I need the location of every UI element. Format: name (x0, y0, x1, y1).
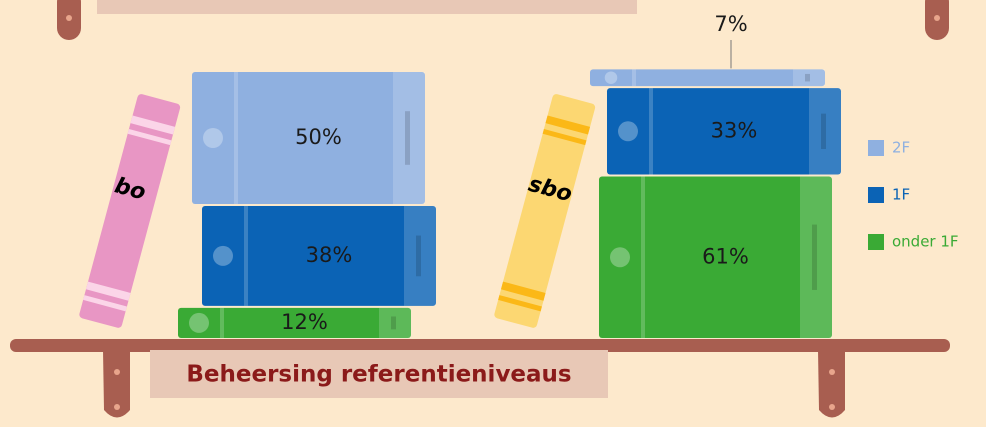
chart-title: Beheersing referentieniveaus (186, 362, 571, 388)
legend-label: 2F (892, 139, 910, 157)
book-mark (391, 316, 396, 330)
book-dot (189, 312, 209, 333)
book-line (649, 88, 653, 175)
book-spine (793, 69, 825, 87)
legend-swatch (868, 187, 884, 203)
stripe (498, 295, 542, 312)
leaning-book (494, 94, 596, 328)
legend-swatch (868, 234, 884, 250)
leaning-book (79, 94, 181, 328)
legend-label: 1F (892, 186, 910, 204)
screw (934, 15, 940, 21)
book-mark (405, 111, 410, 165)
value-label: 33% (711, 118, 758, 142)
book-dot (203, 128, 223, 148)
book-mark (416, 235, 421, 277)
book (178, 307, 411, 338)
book (202, 206, 436, 306)
book-spine (379, 307, 411, 338)
screw (829, 404, 835, 410)
book-line (244, 206, 248, 306)
book-line (632, 69, 636, 87)
bracket (818, 350, 845, 418)
value-label: 7% (714, 12, 747, 36)
screw (829, 369, 835, 375)
screw (66, 15, 72, 21)
book-mark (821, 113, 826, 149)
value-label: 50% (295, 125, 342, 149)
book-cover (79, 94, 181, 328)
top-banner (97, 0, 637, 14)
book (590, 69, 825, 87)
book-mark (812, 224, 817, 290)
stripe (83, 295, 127, 312)
book-spine (809, 88, 841, 175)
book-dot (610, 247, 630, 268)
book-dot (618, 121, 638, 142)
book (599, 176, 832, 338)
book-mark (805, 73, 810, 82)
title-box (150, 350, 608, 398)
book (192, 72, 425, 204)
stripe (127, 128, 172, 146)
value-label: 38% (306, 243, 353, 267)
book (607, 88, 841, 175)
book-spine (404, 206, 436, 306)
stripe (542, 128, 587, 146)
shelf (10, 339, 950, 352)
book-cover (494, 94, 596, 328)
stripe (545, 115, 591, 135)
book-line (220, 307, 224, 338)
book-spine (800, 176, 832, 338)
bracket (103, 350, 130, 418)
value-label: 12% (281, 310, 328, 334)
value-label: 61% (702, 244, 749, 268)
stripe (500, 281, 546, 301)
screw (114, 369, 120, 375)
stripe (85, 281, 131, 301)
book-line (234, 72, 238, 204)
book-line (641, 176, 645, 338)
book-dot (604, 71, 618, 84)
stripe (130, 115, 176, 135)
book-spine (393, 72, 425, 204)
screw (114, 404, 120, 410)
legend-swatch (868, 140, 884, 156)
legend-label: onder 1F (892, 233, 959, 251)
book-dot (213, 245, 233, 266)
